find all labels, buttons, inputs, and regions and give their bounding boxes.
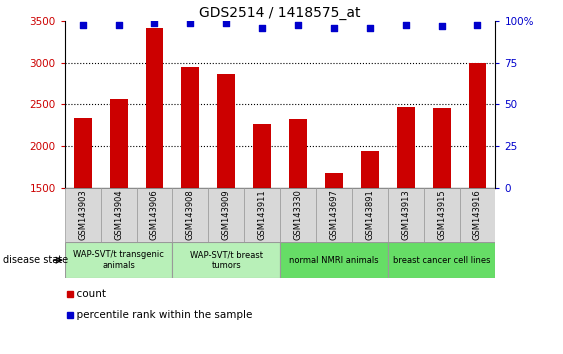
Text: disease state: disease state [3, 255, 68, 265]
Text: GSM143904: GSM143904 [114, 190, 123, 240]
Point [186, 20, 195, 26]
FancyBboxPatch shape [137, 188, 172, 242]
Text: breast cancer cell lines: breast cancer cell lines [393, 256, 490, 265]
FancyBboxPatch shape [172, 188, 208, 242]
Point [437, 23, 446, 29]
FancyBboxPatch shape [208, 188, 244, 242]
Text: GSM143909: GSM143909 [222, 190, 231, 240]
Point [150, 20, 159, 26]
Point [78, 22, 87, 27]
Text: GSM143915: GSM143915 [437, 190, 446, 240]
FancyBboxPatch shape [388, 242, 495, 278]
Point [401, 22, 410, 27]
Text: GSM143908: GSM143908 [186, 190, 195, 240]
Bar [468, 63, 486, 188]
Text: GSM143911: GSM143911 [258, 190, 267, 240]
Bar [289, 119, 307, 188]
FancyBboxPatch shape [424, 188, 459, 242]
Point [114, 22, 123, 27]
FancyBboxPatch shape [244, 188, 280, 242]
Bar [145, 28, 163, 188]
FancyBboxPatch shape [65, 188, 101, 242]
FancyBboxPatch shape [280, 188, 316, 242]
Bar [253, 124, 271, 188]
Point [329, 25, 338, 31]
Text: GSM143891: GSM143891 [365, 190, 374, 240]
Bar [110, 99, 128, 188]
FancyBboxPatch shape [388, 188, 424, 242]
Text: GSM143916: GSM143916 [473, 190, 482, 240]
Text: GSM143903: GSM143903 [78, 190, 87, 240]
Point [222, 20, 231, 26]
Text: normal NMRI animals: normal NMRI animals [289, 256, 379, 265]
Text: WAP-SVT/t transgenic
animals: WAP-SVT/t transgenic animals [73, 251, 164, 270]
Bar [397, 107, 415, 188]
Title: GDS2514 / 1418575_at: GDS2514 / 1418575_at [199, 6, 361, 20]
FancyBboxPatch shape [280, 242, 388, 278]
Text: GSM143906: GSM143906 [150, 190, 159, 240]
Text: percentile rank within the sample: percentile rank within the sample [70, 310, 253, 320]
Bar [432, 108, 450, 188]
Text: GSM143697: GSM143697 [329, 190, 338, 240]
FancyBboxPatch shape [459, 188, 495, 242]
Bar [181, 67, 199, 188]
Bar [361, 151, 379, 188]
Bar [74, 118, 92, 188]
Bar [217, 74, 235, 188]
FancyBboxPatch shape [352, 188, 388, 242]
Text: count: count [70, 289, 106, 299]
Bar [325, 173, 343, 188]
Point [365, 25, 374, 31]
FancyBboxPatch shape [101, 188, 137, 242]
FancyBboxPatch shape [316, 188, 352, 242]
FancyBboxPatch shape [65, 242, 172, 278]
Text: GSM143330: GSM143330 [293, 190, 302, 240]
Text: GSM143913: GSM143913 [401, 190, 410, 240]
Point [473, 22, 482, 27]
Text: WAP-SVT/t breast
tumors: WAP-SVT/t breast tumors [190, 251, 263, 270]
Point [293, 22, 302, 27]
FancyBboxPatch shape [172, 242, 280, 278]
Point [258, 25, 267, 31]
